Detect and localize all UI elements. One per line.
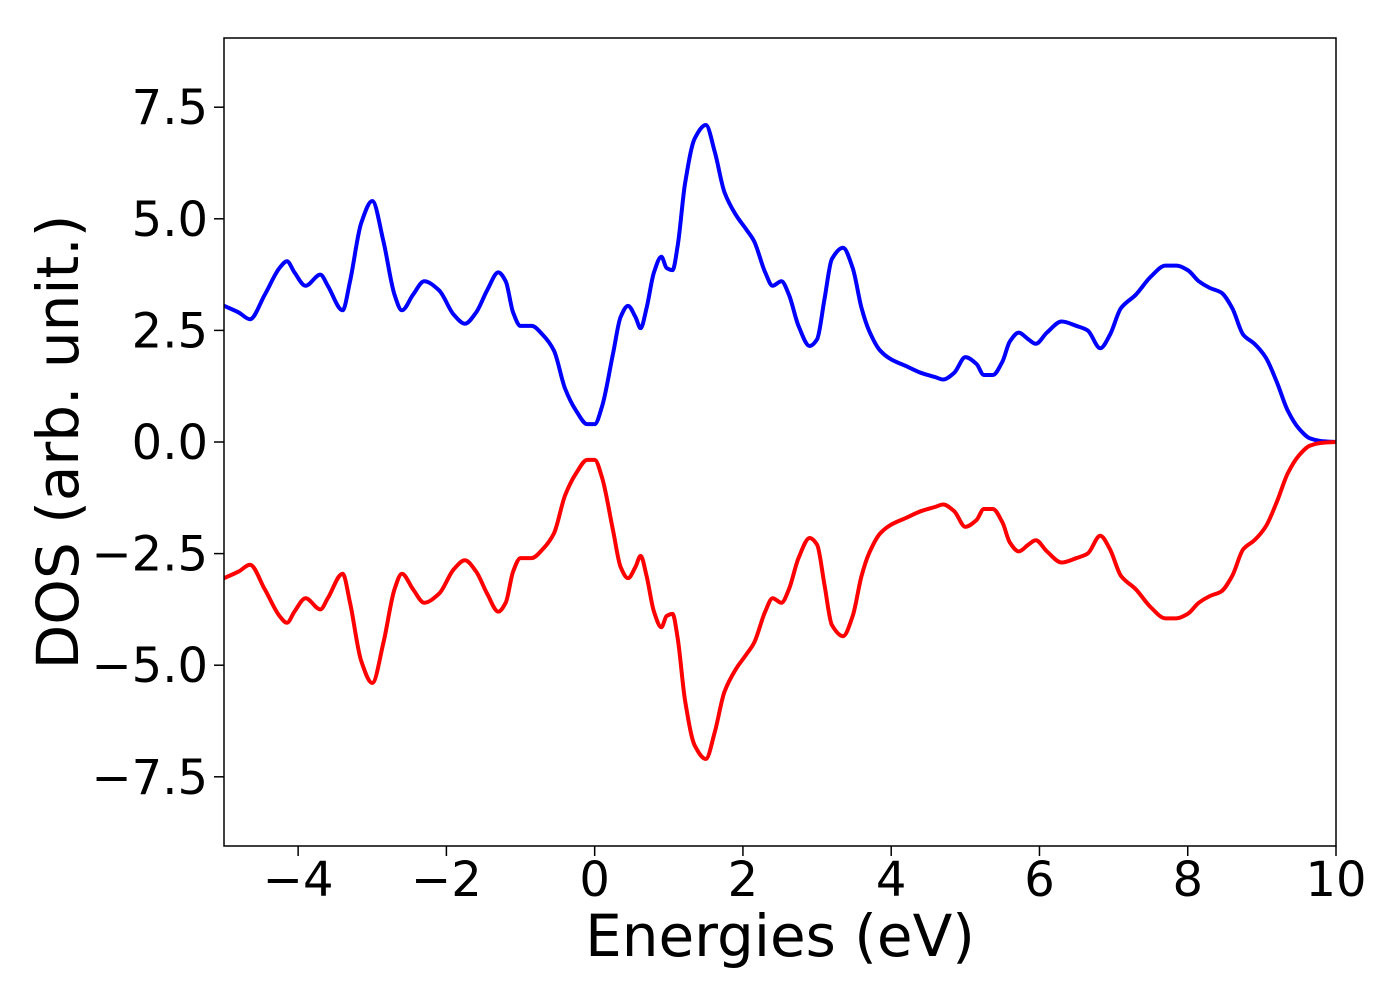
x-tick-label: −2 <box>411 852 482 908</box>
x-tick-label: 4 <box>876 852 907 908</box>
series-layer <box>224 123 1336 761</box>
y-tick-label: 0.0 <box>132 415 208 471</box>
y-tick-label: 5.0 <box>132 192 208 248</box>
x-tick-label: 10 <box>1305 852 1366 908</box>
x-tick-label: 6 <box>1024 852 1055 908</box>
series-line-spin-up <box>224 123 1336 444</box>
y-tick-label: 2.5 <box>132 303 208 359</box>
x-axis-label: Energies (eV) <box>585 902 975 970</box>
y-tick-label: 7.5 <box>132 80 208 136</box>
y-tick-label: −5.0 <box>91 638 208 694</box>
y-tick-label: −7.5 <box>91 750 208 806</box>
y-axis-label: DOS (arb. unit.) <box>24 215 92 670</box>
series-line-spin-down <box>224 440 1336 761</box>
x-axis: −4 −2 0 2 4 6 8 10 <box>263 846 1367 908</box>
x-tick-label: 0 <box>579 852 610 908</box>
x-tick-label: 8 <box>1172 852 1203 908</box>
x-tick-label: 2 <box>728 852 759 908</box>
y-tick-label: −2.5 <box>91 527 208 583</box>
y-axis: 7.5 5.0 2.5 0.0 −2.5 −5.0 −7.5 <box>91 80 224 806</box>
x-tick-label: −4 <box>263 852 334 908</box>
